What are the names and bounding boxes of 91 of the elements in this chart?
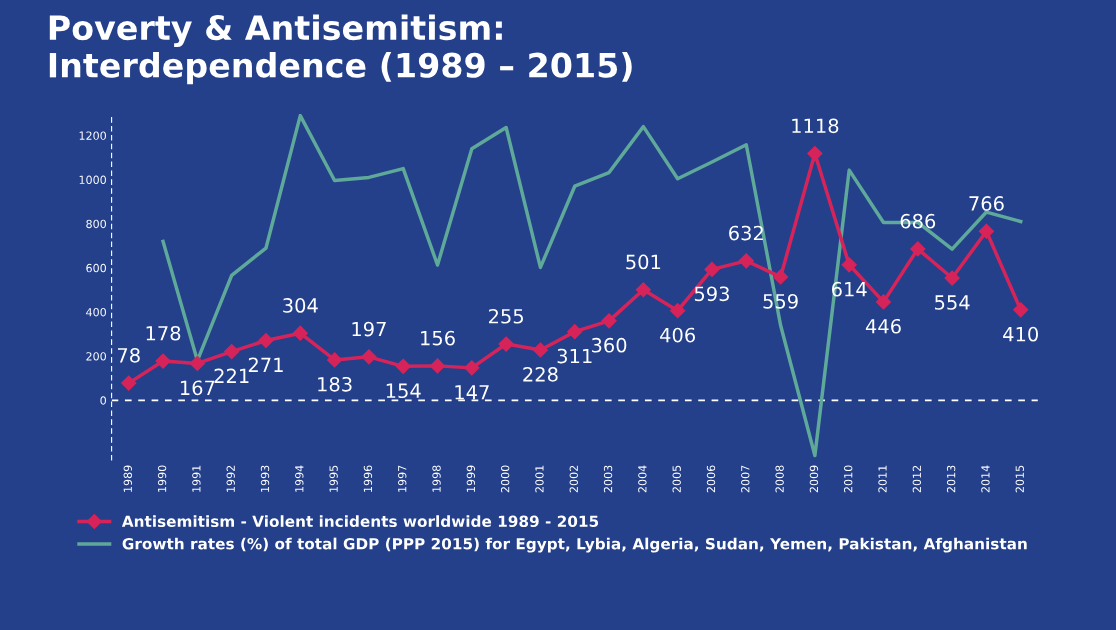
point xyxy=(189,355,205,372)
x-tick-label: 2009 xyxy=(809,465,819,493)
data-label: 311 xyxy=(557,348,592,364)
point xyxy=(292,325,308,341)
data-label: 178 xyxy=(146,325,181,341)
point xyxy=(738,253,754,269)
x-tick-label: 1998 xyxy=(432,465,441,492)
legend-label: Antisemitism - Violent incidents worldwide 1989 - 2015 xyxy=(121,515,599,528)
data-label: 593 xyxy=(694,286,729,302)
point xyxy=(361,349,377,365)
x-tick-label: 1989 xyxy=(123,465,132,492)
point xyxy=(429,358,446,374)
y-tick-label: 1000 xyxy=(79,175,106,184)
point xyxy=(567,324,583,340)
point xyxy=(464,360,480,376)
chart-title: Poverty & Antisemitism: Interdependence (1989 – 2015) xyxy=(49,14,632,85)
point xyxy=(841,257,857,273)
data-label: 221 xyxy=(214,368,249,383)
x-tick-label: 2004 xyxy=(638,465,647,493)
x-tick-label: 1995 xyxy=(329,465,338,492)
x-tick-label: 2008 xyxy=(775,465,784,493)
data-label: 559 xyxy=(763,293,798,309)
data-label: 554 xyxy=(935,295,970,310)
point xyxy=(224,343,240,360)
point xyxy=(155,353,171,369)
x-tick-label: 1997 xyxy=(398,465,407,492)
point xyxy=(978,223,994,239)
point xyxy=(121,375,137,391)
data-label: 255 xyxy=(488,308,523,324)
x-tick-label: 2010 xyxy=(844,465,853,493)
data-label: 183 xyxy=(318,376,352,392)
x-tick-label: 2006 xyxy=(706,465,716,493)
data-label: 154 xyxy=(386,383,421,399)
x-tick-label: 2013 xyxy=(946,465,956,493)
y-tick-label: 400 xyxy=(86,308,106,317)
point xyxy=(601,313,617,329)
y-tick-label: 200 xyxy=(86,352,106,361)
point xyxy=(498,336,514,352)
x-tick-label: 2000 xyxy=(500,465,510,493)
data-label: 632 xyxy=(729,225,763,241)
x-tick-label: 2012 xyxy=(912,465,922,493)
data-label: 686 xyxy=(900,213,936,229)
point xyxy=(773,269,789,285)
point xyxy=(635,282,651,298)
x-tick-label: 1994 xyxy=(295,465,304,492)
x-tick-label: 2003 xyxy=(603,465,613,493)
point xyxy=(910,241,926,257)
data-label: 147 xyxy=(455,385,489,400)
point xyxy=(532,342,549,358)
data-label: 78 xyxy=(117,347,140,363)
x-tick-label: 1996 xyxy=(363,465,373,492)
data-label: 360 xyxy=(591,337,627,353)
data-label: 406 xyxy=(660,327,695,343)
point xyxy=(395,358,411,374)
data-label: 228 xyxy=(523,367,558,382)
y-tick-label: 0 xyxy=(100,396,106,405)
data-label: 410 xyxy=(1003,326,1038,342)
x-tick-label: 1993 xyxy=(260,465,270,492)
data-label: 614 xyxy=(831,281,867,297)
data-label: 446 xyxy=(865,318,901,334)
x-tick-label: 1991 xyxy=(192,465,201,492)
legend-label: Growth rates (%) of total GDP (PPP 2015) for Egypt, Lybia, Algeria, Sudan, Yemen, Pakistan, Afghanistan xyxy=(122,537,1027,553)
x-tick-label: 1990 xyxy=(157,465,167,492)
data-label: 197 xyxy=(352,321,386,337)
data-label: 304 xyxy=(283,298,318,313)
data-label: 167 xyxy=(180,380,215,396)
x-tick-label: 2015 xyxy=(1015,465,1024,493)
data-label: 271 xyxy=(248,357,283,372)
x-tick-label: 2005 xyxy=(672,465,681,493)
data-label: 501 xyxy=(626,254,661,270)
point xyxy=(704,261,720,278)
y-tick-label: 600 xyxy=(86,263,106,273)
x-tick-label: 2001 xyxy=(535,465,544,493)
data-label: 1118 xyxy=(792,118,839,134)
data-label: 156 xyxy=(421,330,455,346)
x-tick-label: 2007 xyxy=(741,465,750,493)
point xyxy=(875,294,892,310)
x-tick-label: 2011 xyxy=(878,465,887,493)
y-tick-label: 1200 xyxy=(79,131,106,140)
x-tick-label: 1992 xyxy=(226,465,235,492)
x-tick-label: 1999 xyxy=(466,465,476,492)
point xyxy=(327,352,343,368)
point xyxy=(1013,302,1029,318)
x-tick-label: 2002 xyxy=(569,465,578,493)
point xyxy=(807,145,823,162)
x-tick-label: 2014 xyxy=(981,465,990,493)
point xyxy=(944,270,960,286)
data-label: 766 xyxy=(969,196,1004,211)
y-tick-label: 800 xyxy=(86,219,106,229)
point xyxy=(258,332,274,349)
point xyxy=(670,303,686,319)
